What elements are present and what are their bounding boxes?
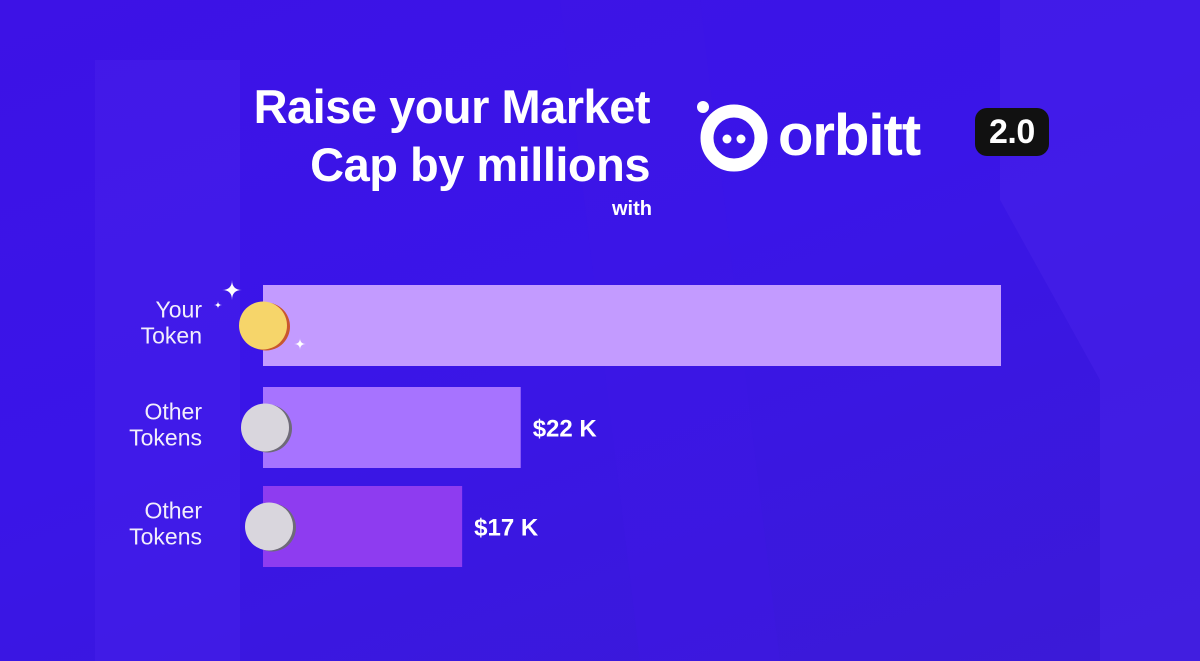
- bar-1: [263, 285, 1001, 366]
- logo-orbit-dot: [697, 101, 709, 113]
- silver-coin-icon: [241, 403, 289, 452]
- bg-shape-left: [95, 60, 240, 661]
- headline-line-2: Cap by millions: [310, 138, 650, 191]
- sparkle-icon-3: [294, 338, 306, 350]
- sparkle-icon-2: [214, 301, 222, 309]
- value-label-3: $17 K: [474, 515, 539, 542]
- version-badge: 2.0: [975, 108, 1049, 156]
- bar-2: [263, 387, 521, 468]
- bar-3: [263, 486, 463, 567]
- category-label-1: Your Token: [141, 297, 203, 349]
- headline-line-1: Raise your Market: [253, 80, 651, 133]
- gold-coin-icon: [239, 301, 287, 350]
- orbitt-logo-icon: [697, 101, 768, 172]
- sparkle-icon-1: [222, 280, 242, 300]
- with-label: with: [612, 198, 652, 220]
- logo-ring: [700, 104, 768, 172]
- category-label-2: Other Tokens: [129, 399, 202, 451]
- logo-eye-right: [736, 134, 746, 144]
- category-label-3: Other Tokens: [129, 498, 202, 550]
- bg-shape-right: [1000, 0, 1200, 661]
- logo-eye-left: [722, 134, 732, 144]
- silver-coin-icon: [245, 502, 293, 551]
- brand-name: orbitt: [778, 103, 921, 168]
- headline: Raise your Market Cap by millions: [130, 78, 651, 194]
- value-label-2: $22 K: [533, 416, 598, 443]
